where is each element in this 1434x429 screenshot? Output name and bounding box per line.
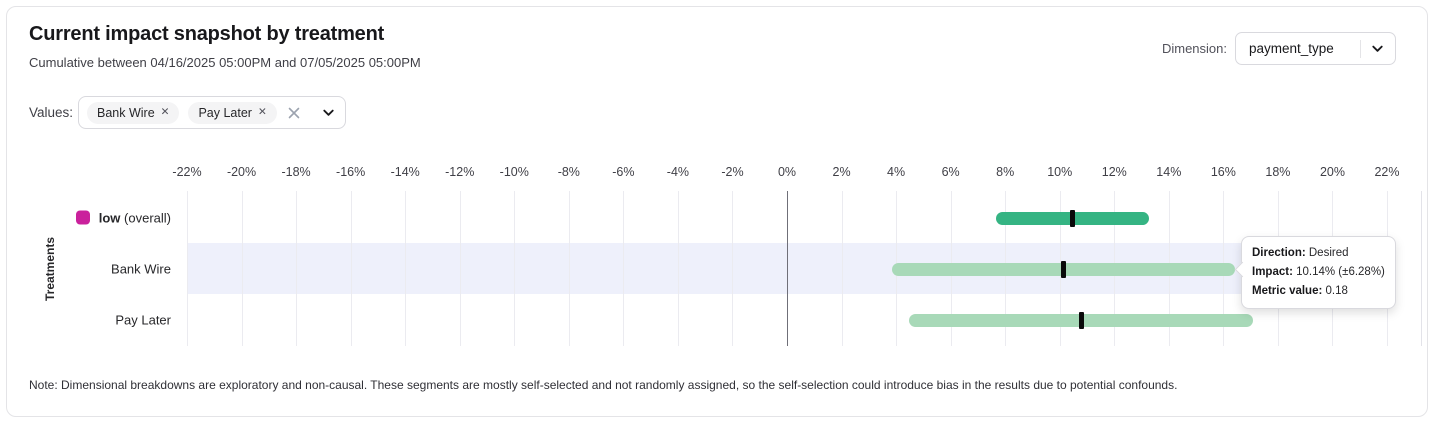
plot-right-border bbox=[1421, 191, 1422, 346]
impact-point-tick-pay-later bbox=[1078, 311, 1084, 329]
gridline bbox=[187, 191, 188, 346]
chevron-down-icon[interactable] bbox=[321, 105, 336, 120]
x-axis-tick-label: -4% bbox=[666, 165, 690, 179]
impact-chart: -22% -20% -18% -16% -14% -12% -10% -8% -6% -4% -2%… bbox=[7, 7, 1427, 416]
select-divider bbox=[1360, 39, 1361, 58]
x-axis-tick-label: 10% bbox=[1047, 165, 1073, 179]
row-label-low-overall: low (overall) bbox=[75, 210, 171, 226]
impact-point-tick-bank-wire bbox=[1061, 260, 1067, 278]
gridline bbox=[623, 191, 625, 346]
x-axis-tick-label: 22% bbox=[1374, 165, 1400, 179]
x-axis-tick-label: 20% bbox=[1319, 165, 1345, 179]
x-axis-tick-label: -14% bbox=[390, 165, 420, 179]
x-axis-tick-label: 18% bbox=[1265, 165, 1291, 179]
tooltip-direction: Direction: Desired bbox=[1252, 247, 1349, 259]
clear-values-icon[interactable] bbox=[286, 105, 302, 121]
x-axis-tick-label: -16% bbox=[336, 165, 366, 179]
value-chip-bank-wire[interactable]: Bank Wire ✕ bbox=[87, 101, 180, 124]
row-label-pay-later: Pay Later bbox=[115, 312, 171, 328]
x-axis-tick-label: 12% bbox=[1101, 165, 1127, 179]
x-axis-tick-label: -8% bbox=[557, 165, 580, 179]
values-label: Values: bbox=[29, 105, 74, 120]
dimension-select-value: payment_type bbox=[1249, 41, 1334, 56]
chevron-down-icon[interactable] bbox=[1370, 41, 1385, 56]
gridline bbox=[405, 191, 407, 346]
impact-snapshot-card: Current impact snapshot by treatment Cum… bbox=[6, 6, 1428, 417]
values-multiselect[interactable]: Bank Wire ✕ Pay Later ✕ bbox=[78, 96, 346, 129]
x-axis-tick-label: 8% bbox=[996, 165, 1015, 179]
x-axis-tick-label: 16% bbox=[1210, 165, 1236, 179]
bar-tooltip: Direction: Desired Impact: 10.14% (±6.28… bbox=[1234, 236, 1396, 309]
x-axis-tick-label: 0% bbox=[777, 165, 797, 179]
dimension-select[interactable]: payment_type bbox=[1235, 32, 1396, 65]
remove-chip-icon[interactable]: ✕ bbox=[257, 106, 267, 119]
tooltip-impact: Impact: 10.14% (±6.28%) bbox=[1252, 266, 1385, 278]
x-axis-tick-label: -10% bbox=[499, 165, 529, 179]
tooltip-metric-value: Metric value: 0.18 bbox=[1252, 285, 1348, 297]
impact-point-tick-low-overall bbox=[1069, 209, 1075, 227]
page-title: Current impact snapshot by treatment bbox=[29, 23, 385, 45]
metric-legend-swatch bbox=[75, 210, 90, 225]
x-axis-tick-label: -22% bbox=[172, 165, 202, 179]
x-axis-tick-label: -18% bbox=[281, 165, 311, 179]
gridline bbox=[732, 191, 734, 346]
remove-chip-icon[interactable]: ✕ bbox=[160, 106, 170, 119]
chip-label: Pay Later bbox=[198, 105, 252, 120]
row-label-bank-wire: Bank Wire bbox=[111, 261, 171, 277]
footnote: Note: Dimensional breakdowns are explora… bbox=[29, 378, 1178, 392]
gridline bbox=[514, 191, 516, 346]
value-chip-pay-later[interactable]: Pay Later ✕ bbox=[188, 101, 277, 124]
x-axis-tick-label: 6% bbox=[941, 165, 960, 179]
gridline bbox=[677, 191, 679, 346]
x-axis-tick-label: 14% bbox=[1156, 165, 1182, 179]
gridline bbox=[841, 191, 843, 346]
x-axis-tick-label: -6% bbox=[612, 165, 635, 179]
gridline bbox=[350, 191, 352, 346]
zero-axis-line bbox=[787, 191, 788, 346]
x-axis-tick-label: -20% bbox=[226, 165, 257, 179]
chip-label: Bank Wire bbox=[97, 105, 155, 120]
y-axis-title: Treatments bbox=[43, 236, 57, 302]
x-axis-tick-label: -12% bbox=[445, 165, 475, 179]
x-axis-tick-label: -2% bbox=[721, 165, 744, 179]
date-range-subtitle: Cumulative between 04/16/2025 05:00PM an… bbox=[29, 55, 421, 70]
gridline bbox=[296, 191, 298, 346]
dimension-label: Dimension: bbox=[1161, 41, 1227, 56]
gridline bbox=[459, 191, 461, 346]
x-axis-tick-label: 2% bbox=[832, 165, 851, 179]
gridline bbox=[241, 191, 243, 346]
x-axis-tick-label: 4% bbox=[887, 165, 906, 179]
gridline bbox=[568, 191, 570, 346]
